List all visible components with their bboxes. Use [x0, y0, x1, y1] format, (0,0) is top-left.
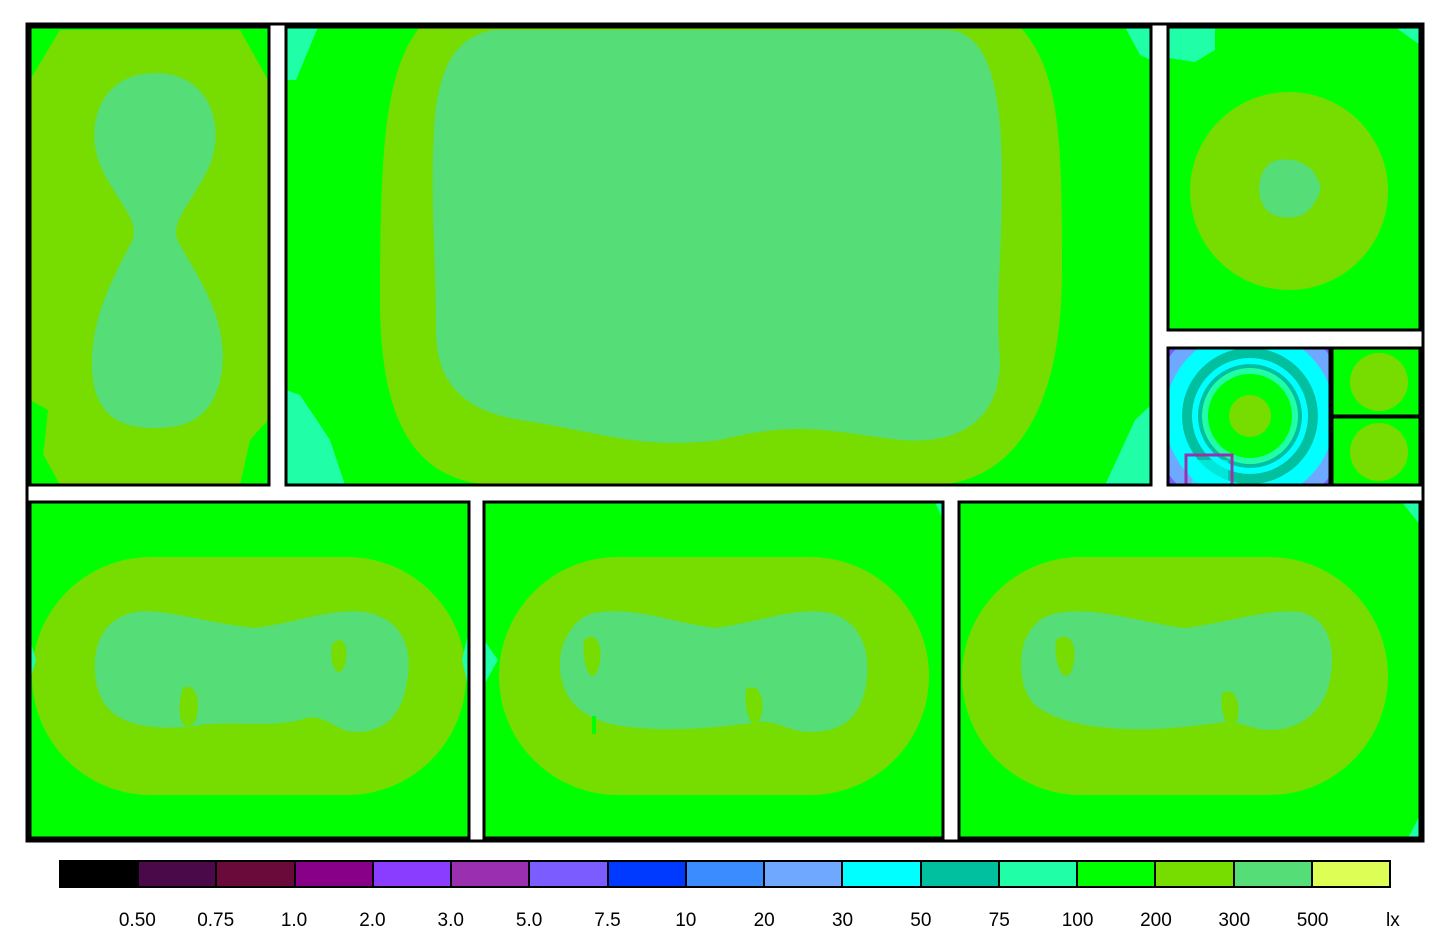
color-swatch: [1312, 862, 1389, 886]
room-f: [1330, 415, 1422, 487]
tick-label: 5.0: [515, 910, 543, 931]
color-swatch: [452, 862, 531, 886]
color-swatch: [1078, 862, 1157, 886]
tick-label: 300: [1218, 910, 1251, 931]
room-g: [30, 502, 469, 838]
color-swatch: [608, 862, 687, 886]
tick-label: 7.5: [594, 910, 621, 931]
color-swatch: [1234, 862, 1313, 886]
tick-label: 2.0: [359, 910, 386, 931]
color-swatch: [61, 862, 140, 886]
room-a: [30, 27, 269, 485]
color-swatch: [765, 862, 844, 886]
color-swatch: [530, 862, 609, 886]
tick-label: 200: [1140, 910, 1172, 931]
tick-label: 20: [753, 910, 775, 931]
color-swatch: [217, 862, 296, 886]
color-swatch: [373, 862, 453, 886]
room-b: [286, 27, 1151, 485]
tick-label: 75: [988, 910, 1010, 931]
color-swatch: [921, 862, 1000, 886]
tick-label: 500: [1296, 910, 1329, 931]
tick-label: 50: [910, 910, 932, 931]
tick-label: 1.0: [280, 910, 308, 931]
color-swatch: [295, 862, 374, 886]
tick-label: 0.75: [197, 910, 235, 931]
tick-label: 30: [831, 910, 854, 931]
room-h: [484, 502, 943, 838]
tick-label: 10: [675, 910, 697, 931]
color-swatch: [139, 862, 218, 886]
room-e: [1330, 346, 1422, 418]
tick-label: 100: [1061, 910, 1094, 931]
room-c: [1168, 27, 1420, 330]
unit-label: lx: [1386, 910, 1400, 931]
color-swatch: [843, 862, 922, 886]
tick-label: 0.50: [118, 910, 156, 931]
color-swatch: [686, 862, 766, 886]
room-d: [1168, 348, 1330, 485]
room-i: [959, 502, 1420, 838]
color-swatch: [999, 862, 1079, 886]
illuminance-color-scale: [59, 860, 1391, 888]
color-swatch: [1156, 862, 1235, 886]
tick-label: 3.0: [437, 910, 464, 931]
color-scale-bar: [59, 860, 1391, 888]
